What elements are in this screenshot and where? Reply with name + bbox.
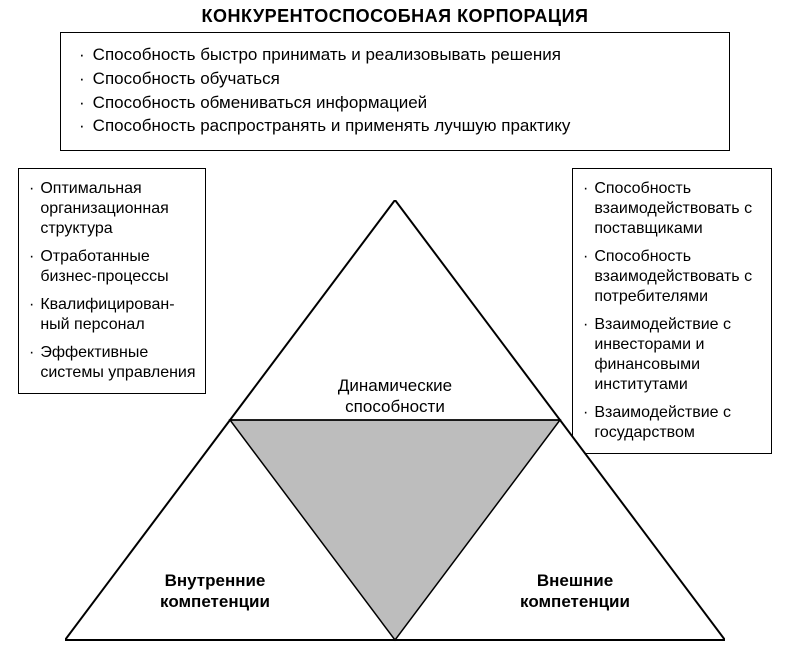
bullet-icon: · — [29, 343, 34, 363]
bullet-icon: · — [29, 295, 34, 315]
top-item: · Способность распространять и применять … — [79, 114, 711, 138]
label-right-line1: Внешние — [537, 571, 613, 590]
label-right-line2: компетенции — [520, 592, 630, 611]
top-item-text: Способность обмениваться информацией — [93, 91, 427, 115]
bullet-icon: · — [583, 179, 588, 199]
label-external-competences: Внешние компетенции — [485, 570, 665, 613]
label-dynamic-capabilities: Динамические способности — [65, 375, 725, 418]
top-item: · Способность обучаться — [79, 67, 711, 91]
bullet-icon: · — [29, 179, 34, 199]
label-internal-competences: Внутренние компетенции — [125, 570, 305, 613]
top-capabilities-box: · Способность быстро принимать и реализов… — [60, 32, 730, 151]
top-item-text: Способность распространять и применять л… — [93, 114, 571, 138]
competence-triangle: Динамические способности Внутренние комп… — [65, 200, 725, 650]
top-item: · Способность обмениваться информацией — [79, 91, 711, 115]
diagram-title: КОНКУРЕНТОСПОСОБНАЯ КОРПОРАЦИЯ — [0, 6, 790, 27]
top-item-text: Способность быстро принимать и реализовы… — [93, 43, 561, 67]
label-left-line1: Внутренние — [165, 571, 266, 590]
bullet-icon: · — [29, 247, 34, 267]
label-top-line1: Динамические — [338, 376, 452, 395]
top-item: · Способность быстро принимать и реализов… — [79, 43, 711, 67]
label-left-line2: компетенции — [160, 592, 270, 611]
bullet-icon: · — [79, 91, 85, 115]
bullet-icon: · — [79, 114, 85, 138]
label-top-line2: способности — [345, 397, 445, 416]
bullet-icon: · — [79, 67, 85, 91]
bullet-icon: · — [79, 43, 85, 67]
top-item-text: Способность обучаться — [93, 67, 280, 91]
